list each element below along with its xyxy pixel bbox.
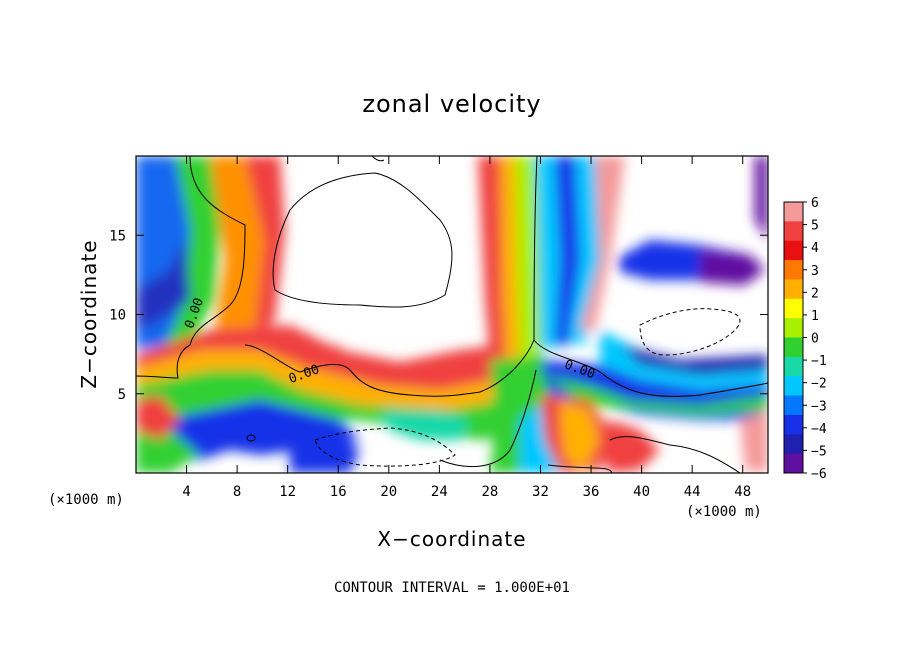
x-axis-label: X−coordinate [377,527,526,551]
colorbar-segment [784,337,803,358]
y-tick-label: 15 [109,228,126,244]
colorbar-tick-label: −2 [811,377,827,392]
x-tick-label: 44 [684,484,701,500]
x-tick-label: 20 [380,484,397,500]
colorbar-tick-label: 2 [811,286,819,301]
colorbar-tick-label: −5 [811,444,827,459]
colorbar-tick-label: −4 [811,422,827,437]
velocity-field [136,156,768,473]
colorbar-segment [784,453,803,474]
colorbar-segment [784,318,803,338]
colorbar-tick-label: 6 [811,196,819,211]
y-tick-label: 10 [109,308,126,324]
x-tick-label: 12 [279,484,296,500]
colorbar-segment [784,376,803,397]
y-axis: 5 10 15 [109,228,768,403]
x-tick-label: 24 [431,484,448,500]
colorbar-tick-label: 0 [811,332,819,347]
x-tick-label: 28 [481,484,498,500]
x-tick-label: 48 [734,484,751,500]
colorbar-tick-label: 5 [811,219,819,234]
colorbar-segment [784,202,803,222]
contour-lines [136,156,768,473]
colorbar-segment [784,434,803,455]
colorbar: 6 5 4 3 2 1 0 −1 −2 −3 −4 −5 −6 [783,196,827,482]
x-unit-left: (×1000 m) [48,492,124,508]
colorbar-segment [784,221,803,242]
colorbar-tick-label: 4 [811,241,819,256]
colorbar-tick-label: −6 [811,467,827,482]
colorbar-tick-label: −1 [811,354,827,369]
x-tick-label: 36 [583,484,600,500]
x-tick-label: 16 [330,484,347,500]
x-unit-right: (×1000 m) [686,504,762,520]
colorbar-segment [784,414,803,435]
x-axis: 4 8 12 16 20 24 28 32 36 40 44 48 [182,156,751,500]
x-tick-label: 32 [532,484,549,500]
colorbar-tick-label: −3 [811,399,827,414]
x-tick-label: 8 [233,484,241,500]
colorbar-segment [784,298,803,319]
colorbar-segment [784,395,803,416]
y-tick-label: 5 [118,387,126,403]
colorbar-tick-label: 1 [811,309,819,324]
colorbar-segment [784,240,803,261]
colorbar-segment [784,356,803,377]
x-tick-label: 40 [633,484,650,500]
colorbar-tick-label: 3 [811,264,819,279]
contour-interval-note: CONTOUR INTERVAL = 1.000E+01 [334,580,570,596]
x-tick-label: 4 [182,484,190,500]
colorbar-segment [784,260,803,280]
chart-title: zonal velocity [362,90,541,118]
y-axis-label: Z−coordinate [77,239,101,388]
colorbar-segment [784,279,803,300]
